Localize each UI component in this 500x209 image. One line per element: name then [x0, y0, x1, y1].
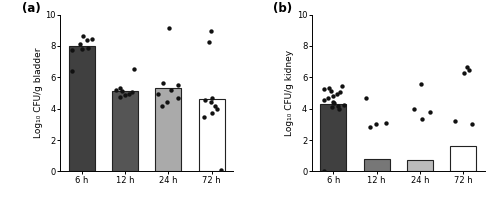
Point: [362, 97, 370, 100]
Point: [208, 111, 216, 114]
Point: [410, 108, 418, 111]
Bar: [68, 46, 94, 171]
Point: [76, 43, 84, 46]
Point: [320, 98, 328, 102]
Point: [78, 34, 86, 37]
Point: [174, 83, 182, 87]
Point: [116, 95, 124, 99]
Point: [326, 89, 334, 92]
Point: [128, 90, 136, 94]
Point: [208, 97, 216, 100]
Point: [214, 107, 222, 110]
Point: [82, 39, 90, 42]
Y-axis label: Log₁₀ CFU/g kidney: Log₁₀ CFU/g kidney: [285, 50, 294, 136]
Point: [154, 92, 162, 96]
Bar: [450, 146, 476, 171]
Point: [460, 72, 468, 75]
Point: [78, 47, 86, 51]
Point: [463, 65, 471, 69]
Point: [426, 110, 434, 113]
Point: [336, 107, 344, 110]
Point: [418, 117, 426, 121]
Point: [200, 116, 208, 119]
Point: [338, 84, 346, 88]
Point: [125, 92, 133, 96]
Point: [372, 123, 380, 126]
Point: [205, 40, 213, 44]
Point: [202, 98, 209, 102]
Bar: [199, 99, 225, 171]
Y-axis label: Log₁₀ CFU/g bladder: Log₁₀ CFU/g bladder: [34, 48, 42, 138]
Point: [112, 88, 120, 92]
Text: (a): (a): [22, 2, 40, 15]
Point: [334, 105, 342, 108]
Point: [320, 169, 328, 172]
Point: [84, 46, 92, 49]
Point: [329, 94, 337, 98]
Point: [336, 90, 344, 94]
Point: [320, 87, 328, 91]
Point: [68, 69, 76, 73]
Point: [212, 105, 220, 108]
Point: [465, 69, 473, 72]
Point: [68, 48, 76, 52]
Point: [452, 120, 460, 123]
Point: [366, 125, 374, 128]
Point: [208, 29, 216, 33]
Point: [174, 97, 182, 100]
Point: [158, 81, 166, 84]
Point: [88, 37, 96, 41]
Bar: [364, 159, 390, 171]
Point: [164, 100, 172, 103]
Point: [340, 103, 347, 106]
Point: [324, 97, 332, 100]
Point: [333, 92, 341, 96]
Bar: [407, 160, 433, 171]
Point: [216, 168, 224, 171]
Point: [130, 67, 138, 70]
Point: [158, 104, 166, 107]
Point: [116, 86, 124, 89]
Point: [324, 86, 332, 89]
Point: [207, 100, 215, 103]
Point: [468, 123, 476, 126]
Point: [166, 88, 174, 92]
Point: [118, 90, 126, 93]
Point: [330, 102, 338, 105]
Bar: [112, 92, 138, 171]
Point: [121, 94, 129, 97]
Text: (b): (b): [274, 2, 292, 15]
Point: [329, 100, 337, 103]
Point: [328, 105, 336, 109]
Bar: [156, 88, 182, 171]
Point: [166, 26, 173, 30]
Bar: [320, 104, 346, 171]
Point: [417, 83, 425, 86]
Point: [382, 121, 390, 124]
